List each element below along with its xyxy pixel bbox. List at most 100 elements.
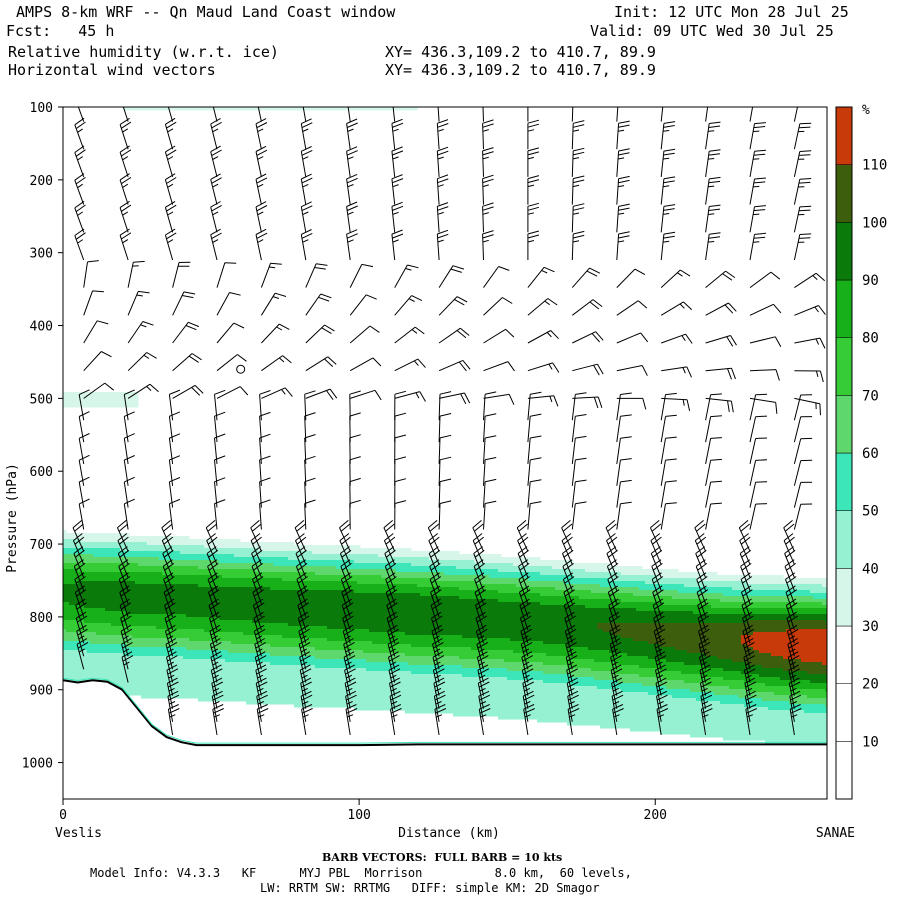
rh-cell bbox=[765, 590, 769, 597]
rh-cell bbox=[267, 662, 271, 705]
rh-cell bbox=[147, 572, 151, 585]
rh-cell bbox=[168, 107, 172, 111]
wind-barb bbox=[611, 677, 623, 709]
rh-cell bbox=[765, 602, 769, 609]
rh-cell bbox=[237, 569, 241, 579]
rh-cell bbox=[612, 599, 616, 609]
rh-cell bbox=[237, 620, 241, 633]
rh-cell bbox=[390, 593, 394, 633]
rh-cell bbox=[486, 599, 490, 639]
rh-cell bbox=[375, 653, 379, 663]
rh-cell bbox=[780, 602, 784, 609]
rh-cell bbox=[786, 620, 790, 630]
rh-cell bbox=[360, 548, 364, 555]
colorbar-swatch bbox=[835, 452, 853, 511]
rh-cell bbox=[369, 563, 373, 570]
rh-cell bbox=[621, 581, 625, 588]
wind-barb bbox=[483, 361, 515, 372]
rh-cell bbox=[579, 569, 583, 579]
rh-cell bbox=[318, 545, 322, 555]
colorbar-swatch bbox=[835, 568, 853, 627]
rh-cell bbox=[228, 539, 232, 549]
rh-cell bbox=[378, 584, 382, 594]
rh-cell bbox=[138, 542, 142, 552]
wind-barb bbox=[571, 120, 585, 150]
rh-cell bbox=[519, 662, 523, 672]
rh-cell bbox=[444, 560, 448, 567]
wind-barb bbox=[527, 479, 542, 508]
rh-cell bbox=[153, 584, 157, 615]
rh-cell bbox=[75, 569, 79, 585]
rh-cell bbox=[753, 596, 757, 603]
wind-barb bbox=[342, 611, 354, 644]
rh-cell bbox=[675, 569, 679, 579]
wind-barb bbox=[562, 559, 574, 591]
y-tick-label: 300 bbox=[30, 247, 53, 262]
rh-cell bbox=[651, 695, 655, 732]
rh-cell bbox=[441, 656, 445, 666]
rh-cell bbox=[660, 695, 664, 735]
rh-cell bbox=[363, 554, 367, 564]
wind-barb bbox=[653, 611, 665, 644]
x-tick-label: 200 bbox=[644, 808, 667, 823]
rh-cell bbox=[105, 581, 109, 612]
wind-barb bbox=[519, 598, 531, 631]
rh-cell bbox=[696, 674, 700, 684]
rh-cell bbox=[141, 626, 145, 639]
rh-cell bbox=[819, 689, 823, 699]
rh-cell bbox=[369, 575, 373, 585]
rh-cell bbox=[348, 641, 352, 651]
rh-cell bbox=[621, 623, 625, 639]
rh-cell bbox=[789, 680, 793, 687]
wind-barb bbox=[165, 624, 177, 657]
wind-barb bbox=[475, 624, 488, 657]
rh-cell bbox=[735, 614, 739, 624]
rh-cell bbox=[579, 659, 583, 669]
rh-cell bbox=[405, 584, 409, 594]
rh-cell bbox=[489, 554, 493, 564]
rh-cell bbox=[588, 608, 592, 651]
rh-cell bbox=[558, 575, 562, 582]
wind-barb bbox=[749, 459, 768, 486]
rh-cell bbox=[669, 584, 673, 591]
rh-cell bbox=[234, 620, 238, 633]
rh-cell bbox=[627, 593, 631, 603]
rh-cell bbox=[378, 632, 382, 645]
wind-barb bbox=[661, 333, 693, 344]
rh-cell bbox=[102, 563, 106, 573]
rh-cell bbox=[435, 647, 439, 657]
rh-cell bbox=[123, 581, 127, 612]
rh-cell bbox=[684, 623, 688, 651]
rh-cell bbox=[648, 644, 652, 660]
rh-cell bbox=[651, 602, 655, 612]
rh-cell bbox=[543, 596, 547, 606]
wind-barb bbox=[527, 395, 559, 407]
rh-cell bbox=[780, 620, 784, 633]
rh-cell bbox=[714, 656, 718, 669]
rh-cell bbox=[528, 557, 532, 567]
rh-cell bbox=[753, 692, 757, 699]
rh-cell bbox=[495, 584, 499, 591]
rh-cell bbox=[606, 689, 610, 729]
rh-cell bbox=[129, 647, 133, 657]
rh-cell bbox=[381, 548, 385, 558]
rh-cell bbox=[807, 698, 811, 705]
rh-cell bbox=[657, 569, 661, 579]
rh-cell bbox=[642, 575, 646, 582]
rh-cell bbox=[357, 641, 361, 651]
rh-cell bbox=[141, 647, 145, 657]
wind-barb bbox=[172, 321, 200, 344]
rh-cell bbox=[102, 548, 106, 558]
wind-barb bbox=[523, 704, 535, 735]
rh-cell bbox=[381, 653, 385, 663]
rh-cell bbox=[72, 548, 76, 555]
rh-cell bbox=[780, 701, 784, 711]
rh-cell bbox=[528, 671, 532, 681]
rh-cell bbox=[507, 662, 511, 672]
rh-cell bbox=[264, 635, 268, 645]
wind-barb bbox=[697, 611, 710, 644]
rh-cell bbox=[336, 575, 340, 582]
wind-barb bbox=[571, 414, 587, 443]
y-tick-label: 200 bbox=[30, 174, 53, 189]
rh-cell bbox=[591, 659, 595, 672]
